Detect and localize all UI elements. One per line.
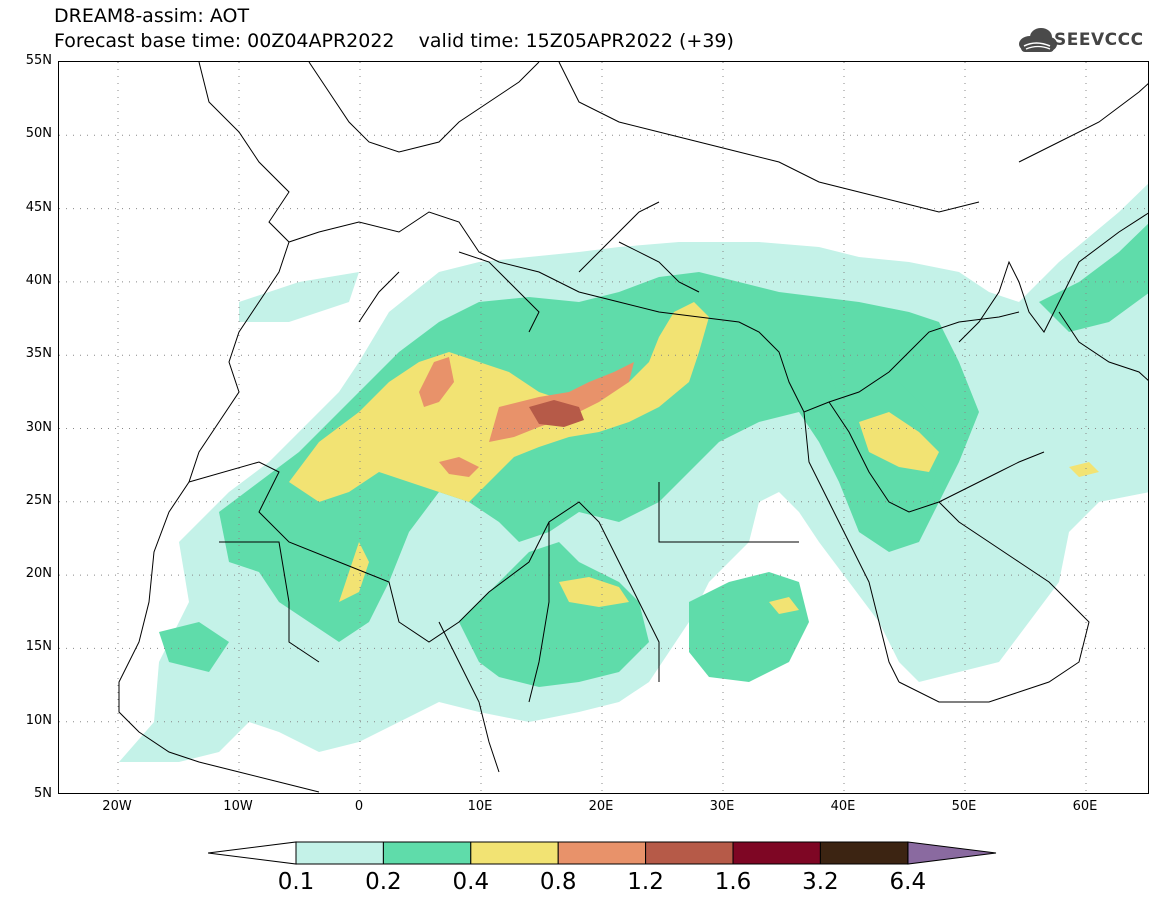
colorbar-swatch (295, 841, 384, 865)
colorbar-tick-label: 1.6 (714, 869, 752, 895)
colorbar-over-arrow (907, 841, 997, 865)
aot-map (59, 62, 1148, 793)
colorbar-tick-label: 0.4 (452, 869, 490, 895)
aot-field-1.2 (529, 400, 584, 427)
longitude-label: 20W (102, 799, 132, 814)
latitude-label: 10N (25, 712, 52, 728)
longitude-label: 60E (1072, 799, 1098, 814)
latitude-label: 25N (25, 492, 52, 508)
forecast-time-line: Forecast base time: 00Z04APR2022 valid t… (54, 30, 734, 52)
latitude-label: 40N (25, 272, 52, 288)
latitude-label: 15N (25, 639, 52, 655)
colorbar-swatch (557, 841, 647, 865)
aot-field-0.4 (289, 302, 1099, 614)
colorbar-tick-label: 0.8 (539, 869, 577, 895)
longitude-label: 0 (354, 799, 364, 814)
colorbar-swatch (819, 841, 909, 865)
colorbar-tick-label: 0.2 (365, 869, 402, 895)
colorbar-tick-label: 6.4 (889, 869, 927, 895)
latitude-label: 35N (25, 346, 52, 362)
latitude-label: 20N (25, 566, 52, 582)
colorbar-tick-label: 3.2 (802, 869, 839, 895)
colorbar-swatch (732, 841, 821, 865)
latitude-label: 30N (25, 419, 52, 435)
coastlines (118, 62, 1148, 793)
colorbar-swatch (382, 841, 472, 865)
colorbar (208, 841, 997, 865)
logo-text: SEEVCCC (1054, 30, 1144, 50)
longitude-label: 50E (951, 799, 977, 814)
colorbar-swatch (470, 841, 559, 865)
longitude-label: 10E (467, 799, 493, 814)
colorbar-swatch (645, 841, 734, 865)
longitude-label: 40E (830, 799, 856, 814)
longitude-label: 20E (588, 799, 614, 814)
map-title: DREAM8-assim: AOT (54, 5, 250, 27)
latitude-label: 50N (25, 126, 52, 142)
latitude-label: 45N (25, 199, 52, 215)
cloud-icon (1019, 28, 1057, 52)
colorbar-tick-label: 1.2 (627, 869, 664, 895)
aot-field-0.8 (419, 357, 634, 477)
map-panel (58, 61, 1149, 794)
longitude-label: 30E (709, 799, 735, 814)
latitude-label: 5N (34, 786, 52, 801)
colorbar-tick-label: 0.1 (277, 869, 315, 895)
colorbar-under-arrow (208, 841, 297, 865)
longitude-label: 10W (223, 799, 253, 814)
latitude-label: 55N (25, 53, 52, 68)
